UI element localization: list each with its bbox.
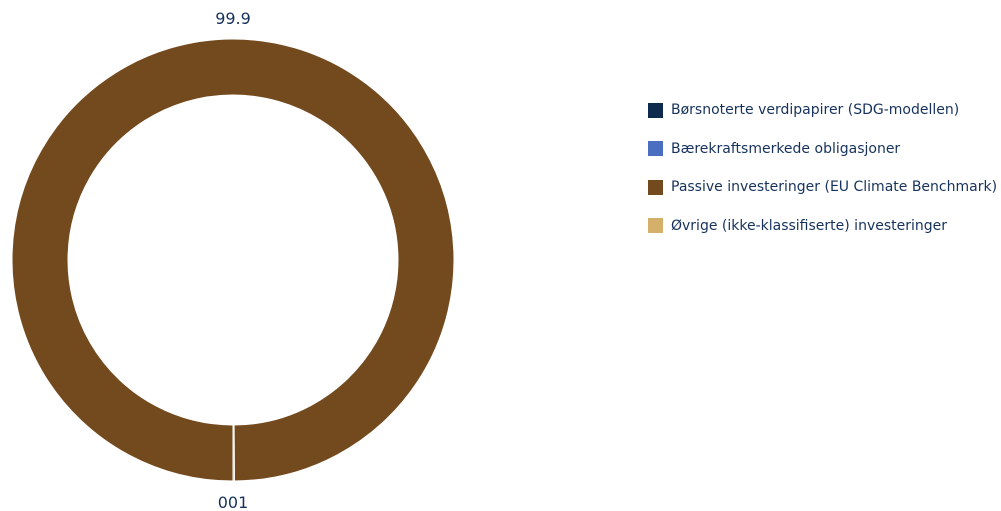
data-label-bottom: 001	[218, 493, 249, 511]
data-label-top: 99.9	[215, 9, 251, 28]
legend-swatch	[648, 141, 663, 156]
legend-item-b-rsnoterte-verdipapirer-sdg-modellen: Børsnoterte verdipapirer (SDG-modellen)	[648, 100, 997, 120]
donut-data-labels: 99.9 001	[215, 9, 251, 511]
legend-item-b-rekraftsmerkede-obligasjoner: Bærekraftsmerkede obligasjoner	[648, 139, 997, 159]
slice-vrige-ikke-klassifiserte-investeringer	[232, 424, 235, 482]
legend-swatch	[648, 218, 663, 233]
legend-label: Bærekraftsmerkede obligasjoner	[671, 140, 901, 157]
donut-slices	[11, 38, 455, 482]
legend-swatch	[648, 102, 663, 118]
legend-label: Passive investeringer (EU Climate Benchm…	[671, 179, 998, 195]
legend-swatch	[648, 179, 663, 195]
legend-label: Børsnoterte verdipapirer (SDG-modellen)	[671, 102, 960, 118]
chart-legend: Børsnoterte verdipapirer (SDG-modellen) B…	[648, 100, 997, 254]
legend-item-passive-investeringer-eu-climate-benchmark: Passive investeringer (EU Climate Benchm…	[648, 177, 997, 197]
legend-item-vrige-ikke-klassifiserte-investeringer: Øvrige (ikke-klassifiserte) investeringe…	[648, 216, 997, 236]
legend-label: Øvrige (ikke-klassifiserte) investeringe…	[671, 217, 948, 234]
slice-passive-investeringer-eu-climate-benchmark	[11, 38, 455, 482]
